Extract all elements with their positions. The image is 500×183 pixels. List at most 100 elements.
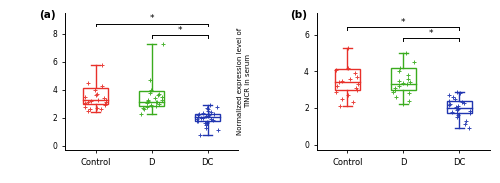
Point — [396, 70, 404, 73]
Point — [344, 94, 352, 97]
Point — [94, 99, 102, 102]
Point — [460, 102, 468, 105]
Point — [92, 94, 100, 97]
Point — [87, 100, 95, 102]
Point — [448, 110, 456, 113]
Point — [203, 121, 211, 124]
Point — [388, 90, 396, 93]
Point — [406, 99, 413, 102]
Point — [214, 129, 222, 132]
Text: (a): (a) — [39, 10, 56, 20]
Bar — [335, 69, 359, 90]
Point — [80, 95, 88, 98]
Point — [462, 119, 470, 122]
Point — [198, 116, 205, 119]
Point — [144, 99, 152, 102]
Point — [406, 81, 414, 84]
Point — [144, 105, 152, 108]
Point — [86, 107, 94, 110]
Point — [466, 127, 473, 130]
Point — [92, 107, 100, 109]
Point — [194, 114, 202, 117]
Bar — [84, 88, 108, 104]
Point — [405, 92, 413, 95]
Point — [203, 107, 211, 109]
Point — [354, 83, 362, 86]
Point — [333, 85, 341, 87]
Point — [98, 84, 106, 87]
Point — [98, 63, 106, 66]
Point — [92, 88, 100, 91]
Point — [204, 115, 212, 118]
Point — [82, 102, 90, 105]
Point — [102, 101, 110, 104]
Point — [198, 111, 206, 114]
Point — [352, 86, 360, 89]
Point — [454, 107, 462, 110]
Point — [344, 66, 352, 69]
Point — [155, 93, 163, 96]
Point — [193, 117, 201, 120]
Point — [147, 104, 155, 107]
Point — [456, 92, 464, 95]
Point — [348, 101, 356, 104]
Point — [204, 108, 212, 111]
Point — [394, 79, 402, 82]
Point — [454, 90, 462, 93]
Point — [146, 88, 154, 91]
Bar — [140, 91, 164, 106]
Point — [395, 85, 403, 87]
Point — [461, 123, 469, 126]
Text: *: * — [401, 18, 406, 27]
Point — [102, 98, 110, 101]
Point — [84, 109, 92, 112]
Point — [354, 75, 362, 78]
Point — [335, 81, 343, 84]
Text: *: * — [150, 14, 154, 23]
Text: (b): (b) — [290, 10, 308, 20]
Point — [206, 118, 214, 121]
Bar — [447, 101, 471, 113]
Point — [402, 52, 410, 55]
Point — [403, 83, 411, 86]
Point — [338, 79, 346, 82]
Point — [452, 106, 460, 109]
Point — [336, 105, 344, 108]
Point — [466, 111, 474, 114]
Point — [84, 81, 92, 84]
Point — [93, 93, 101, 96]
Bar — [391, 68, 415, 90]
Point — [453, 116, 461, 119]
Point — [204, 109, 212, 112]
Point — [454, 108, 462, 111]
Y-axis label: Normalized expression level of
TINCR in serum: Normalized expression level of TINCR in … — [237, 28, 250, 135]
Point — [212, 105, 220, 108]
Point — [101, 104, 109, 107]
Point — [410, 61, 418, 64]
Point — [454, 114, 462, 117]
Point — [391, 88, 399, 91]
Point — [84, 100, 92, 103]
Point — [206, 104, 214, 107]
Point — [159, 42, 167, 45]
Point — [404, 77, 412, 80]
Point — [466, 109, 473, 112]
Point — [444, 99, 452, 102]
Point — [202, 123, 210, 126]
Point — [143, 102, 151, 105]
Point — [210, 113, 218, 116]
Point — [155, 102, 163, 105]
Point — [352, 88, 360, 91]
Point — [449, 96, 457, 98]
Point — [399, 103, 407, 106]
Point — [199, 116, 207, 119]
Point — [137, 112, 145, 115]
Point — [202, 114, 210, 117]
Point — [97, 108, 105, 111]
Point — [100, 102, 108, 105]
Point — [194, 119, 202, 122]
Point — [146, 79, 154, 81]
Point — [453, 112, 461, 115]
Point — [203, 122, 211, 125]
Point — [404, 74, 412, 76]
